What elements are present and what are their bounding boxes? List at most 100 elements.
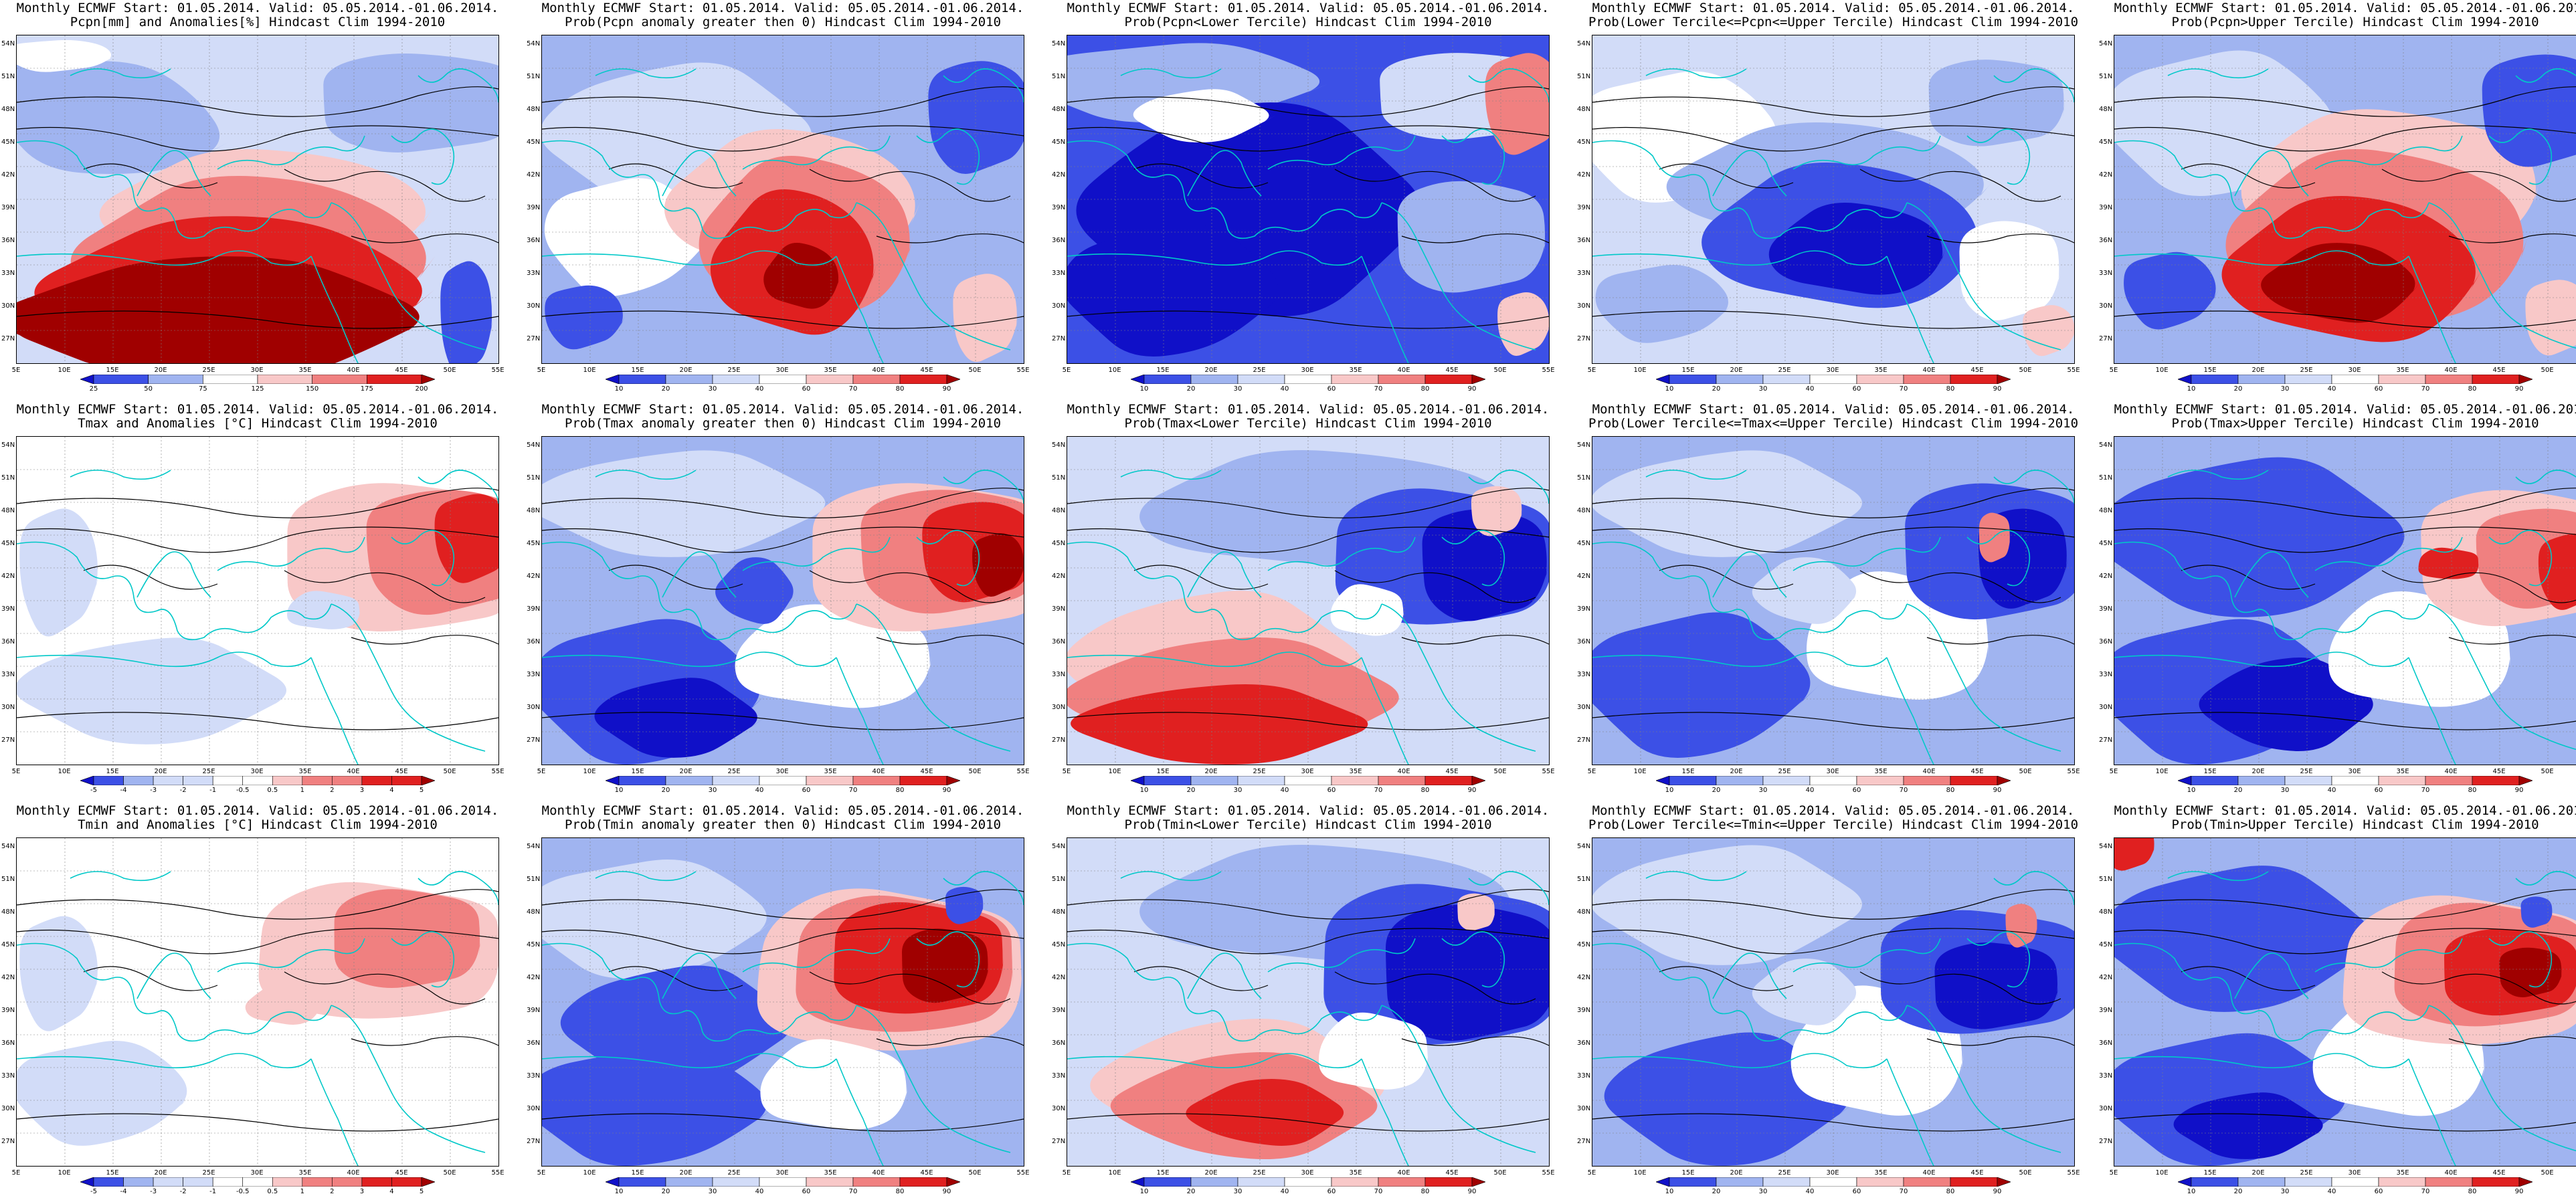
lat-tick-label: 36N bbox=[1052, 237, 1066, 244]
lon-tick-label: 20E bbox=[1204, 1169, 1218, 1177]
coastline bbox=[1645, 871, 1747, 882]
colorbar-label: 40 bbox=[755, 787, 764, 794]
forecast-map bbox=[1067, 837, 1550, 1167]
colorbar-label: 75 bbox=[198, 385, 207, 393]
lon-tick-label: 50E bbox=[2019, 1169, 2032, 1177]
colorbar-segment bbox=[946, 1177, 960, 1187]
colorbar-segment bbox=[183, 1177, 213, 1187]
lat-tick-label: 36N bbox=[1, 237, 15, 244]
colorbar-segment bbox=[2284, 1177, 2332, 1187]
coastline bbox=[2167, 68, 2269, 79]
colorbar-segment bbox=[367, 375, 422, 384]
climatology-contour bbox=[809, 971, 1011, 1005]
lat-tick-label: 36N bbox=[1052, 638, 1066, 645]
lon-tick-label: 45E bbox=[1970, 1169, 1984, 1177]
colorbar-label: 0.5 bbox=[267, 1188, 278, 1195]
anomaly-region bbox=[760, 1039, 908, 1130]
climatology-contour bbox=[876, 233, 1024, 243]
coastline bbox=[1187, 551, 1262, 598]
colorbar-segment bbox=[80, 1177, 94, 1187]
colorbar-label: 10 bbox=[2187, 1188, 2196, 1195]
coastline bbox=[542, 651, 837, 668]
coastline bbox=[1886, 657, 1934, 765]
lat-tick-label: 54N bbox=[1052, 40, 1066, 47]
lon-tick-label: 5E bbox=[1587, 768, 1596, 775]
colorbar-segment bbox=[2425, 1177, 2473, 1187]
lat-tick-label: 45N bbox=[527, 138, 541, 146]
colorbar-label: 40 bbox=[755, 1188, 764, 1195]
anomaly-region bbox=[1471, 486, 1523, 536]
climatology-contour bbox=[83, 966, 218, 991]
colorbar-segment bbox=[712, 1177, 760, 1187]
lon-tick-label: 45E bbox=[920, 1169, 933, 1177]
climatology-contour bbox=[1067, 125, 1549, 152]
anomaly-region bbox=[245, 985, 321, 1025]
coastline bbox=[2488, 530, 2553, 587]
colorbar-labels: -5 -4 -3 -2 -1 -0.5 0.5 1 2 3 4 5 bbox=[80, 1188, 435, 1197]
lon-tick-label: 30E bbox=[1826, 768, 1839, 775]
anomaly-region bbox=[1595, 264, 1734, 343]
lat-tick-label: 30N bbox=[1577, 704, 1591, 711]
coastline bbox=[1120, 68, 1222, 79]
colorbar-segment bbox=[665, 776, 713, 785]
climatology-contour bbox=[351, 233, 498, 243]
panel-subtitle: Prob(Tmax>Upper Tercile) Hindcast Clim 1… bbox=[2171, 416, 2539, 431]
lon-tick-label: 50E bbox=[2019, 367, 2032, 374]
lon-tick-label: 20E bbox=[679, 367, 693, 374]
coastline bbox=[2314, 135, 2463, 170]
colorbar-segment bbox=[1471, 776, 1485, 785]
anomaly-region bbox=[1071, 684, 1382, 765]
colorbar-segment bbox=[272, 1177, 303, 1187]
climatology-contour bbox=[1859, 971, 2061, 1005]
coastline bbox=[1906, 202, 2061, 350]
lat-tick-label: 45N bbox=[1052, 138, 1066, 146]
lon-tick-label: 55E bbox=[1542, 768, 1555, 775]
colorbar-segment bbox=[759, 776, 807, 785]
lon-tick-label: 5E bbox=[1062, 367, 1071, 374]
anomaly-region bbox=[1133, 89, 1275, 142]
lon-tick-label: 45E bbox=[1445, 768, 1459, 775]
lon-tick-label: 45E bbox=[1445, 1169, 1459, 1177]
lat-tick-label: 54N bbox=[527, 40, 541, 47]
lon-tick-label: 40E bbox=[1922, 768, 1936, 775]
lon-tick-label: 20E bbox=[2251, 367, 2265, 374]
lon-tick-label: 40E bbox=[872, 367, 885, 374]
coastline bbox=[17, 541, 332, 641]
colorbar-label: 10 bbox=[1665, 1188, 1674, 1195]
colorbar-label: 10 bbox=[1139, 385, 1149, 393]
coastline bbox=[2408, 1058, 2456, 1166]
coastline bbox=[836, 657, 884, 765]
colorbar-segment bbox=[1716, 375, 1764, 384]
coastline bbox=[2114, 250, 2409, 266]
colorbar bbox=[606, 1177, 960, 1187]
lon-tick-label: 10E bbox=[1633, 367, 1647, 374]
coastline bbox=[2314, 938, 2463, 973]
lat-tick-label: 54N bbox=[1, 40, 15, 47]
colorbar-label: 60 bbox=[2374, 1188, 2383, 1195]
colorbar-label: 60 bbox=[2374, 787, 2383, 794]
forecast-map bbox=[16, 436, 499, 765]
lon-tick-label: 50E bbox=[968, 768, 982, 775]
coastline bbox=[1712, 150, 1787, 197]
colorbar-segment bbox=[1950, 776, 1998, 785]
colorbar-label: 20 bbox=[1186, 787, 1196, 794]
coastline bbox=[1120, 871, 1222, 882]
lat-tick-label: 39N bbox=[1, 204, 15, 211]
coastline bbox=[1592, 942, 1908, 1042]
coastline bbox=[1381, 1005, 1536, 1153]
lat-tick-label: 33N bbox=[527, 270, 541, 277]
lon-tick-label: 30E bbox=[775, 768, 789, 775]
lon-tick-label: 15E bbox=[106, 367, 119, 374]
coastline bbox=[1712, 952, 1787, 999]
forecast-map bbox=[1592, 837, 2075, 1167]
coastline bbox=[136, 551, 211, 598]
anomaly-region bbox=[1186, 1079, 1350, 1146]
lon-tick-label: 30E bbox=[775, 367, 789, 374]
colorbar-label: -5 bbox=[90, 787, 97, 794]
lat-tick-label: 45N bbox=[2099, 941, 2113, 948]
lat-tick-label: 48N bbox=[1577, 106, 1591, 113]
colorbar-label: -2 bbox=[179, 787, 187, 794]
colorbar-segment bbox=[421, 776, 435, 785]
colorbar-labels: 10 20 30 40 60 70 80 90 bbox=[1131, 385, 1485, 395]
lat-tick-label: 39N bbox=[1577, 605, 1591, 613]
